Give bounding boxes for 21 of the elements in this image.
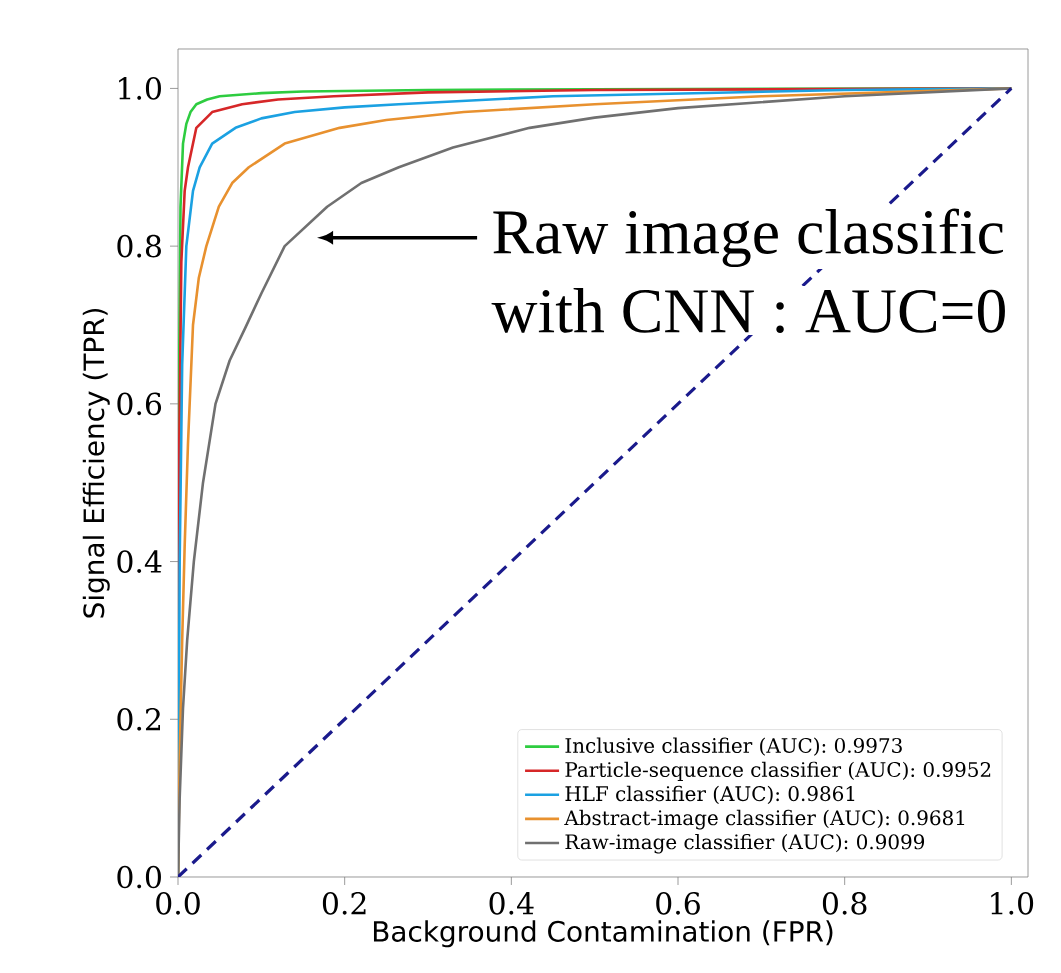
x-axis-title: Background Contamination (FPR) — [373, 920, 833, 948]
annotation: Raw image classific — [493, 208, 1003, 268]
legend-label: Inclusive classifier (AUC): 0.9973 — [565, 737, 902, 756]
y-axis-title: Signal Efficiency (TPR) — [82, 308, 110, 618]
y-tick-label: 0.2 — [117, 707, 160, 731]
y-tick-label: 0.0 — [117, 865, 161, 889]
legend-label: HLF classifier (AUC): 0.9861 — [565, 785, 855, 804]
x-tick-label: 0.0 — [156, 892, 200, 915]
y-tick-label: 0.4 — [117, 550, 162, 573]
legend-label: Raw-image classifier (AUC): 0.9099 — [565, 833, 925, 854]
y-tick-label: 0.6 — [117, 392, 162, 416]
x-tick-label: 1.0 — [991, 892, 1034, 915]
y-tick-label: 0.8 — [117, 234, 161, 258]
annotation: with CNN : AUC=0 — [491, 287, 1005, 334]
x-tick-label: 0.2 — [322, 892, 366, 915]
x-tick-label: 0.6 — [656, 892, 700, 915]
legend-label: Abstract-image classifier (AUC): 0.9681 — [564, 809, 965, 830]
y-tick-label: 1.0 — [119, 77, 161, 100]
x-tick-label: 0.8 — [822, 892, 867, 915]
x-tick-label: 0.4 — [489, 892, 534, 915]
legend-label: Particle-sequence classifier (AUC): 0.9952 — [565, 761, 991, 781]
